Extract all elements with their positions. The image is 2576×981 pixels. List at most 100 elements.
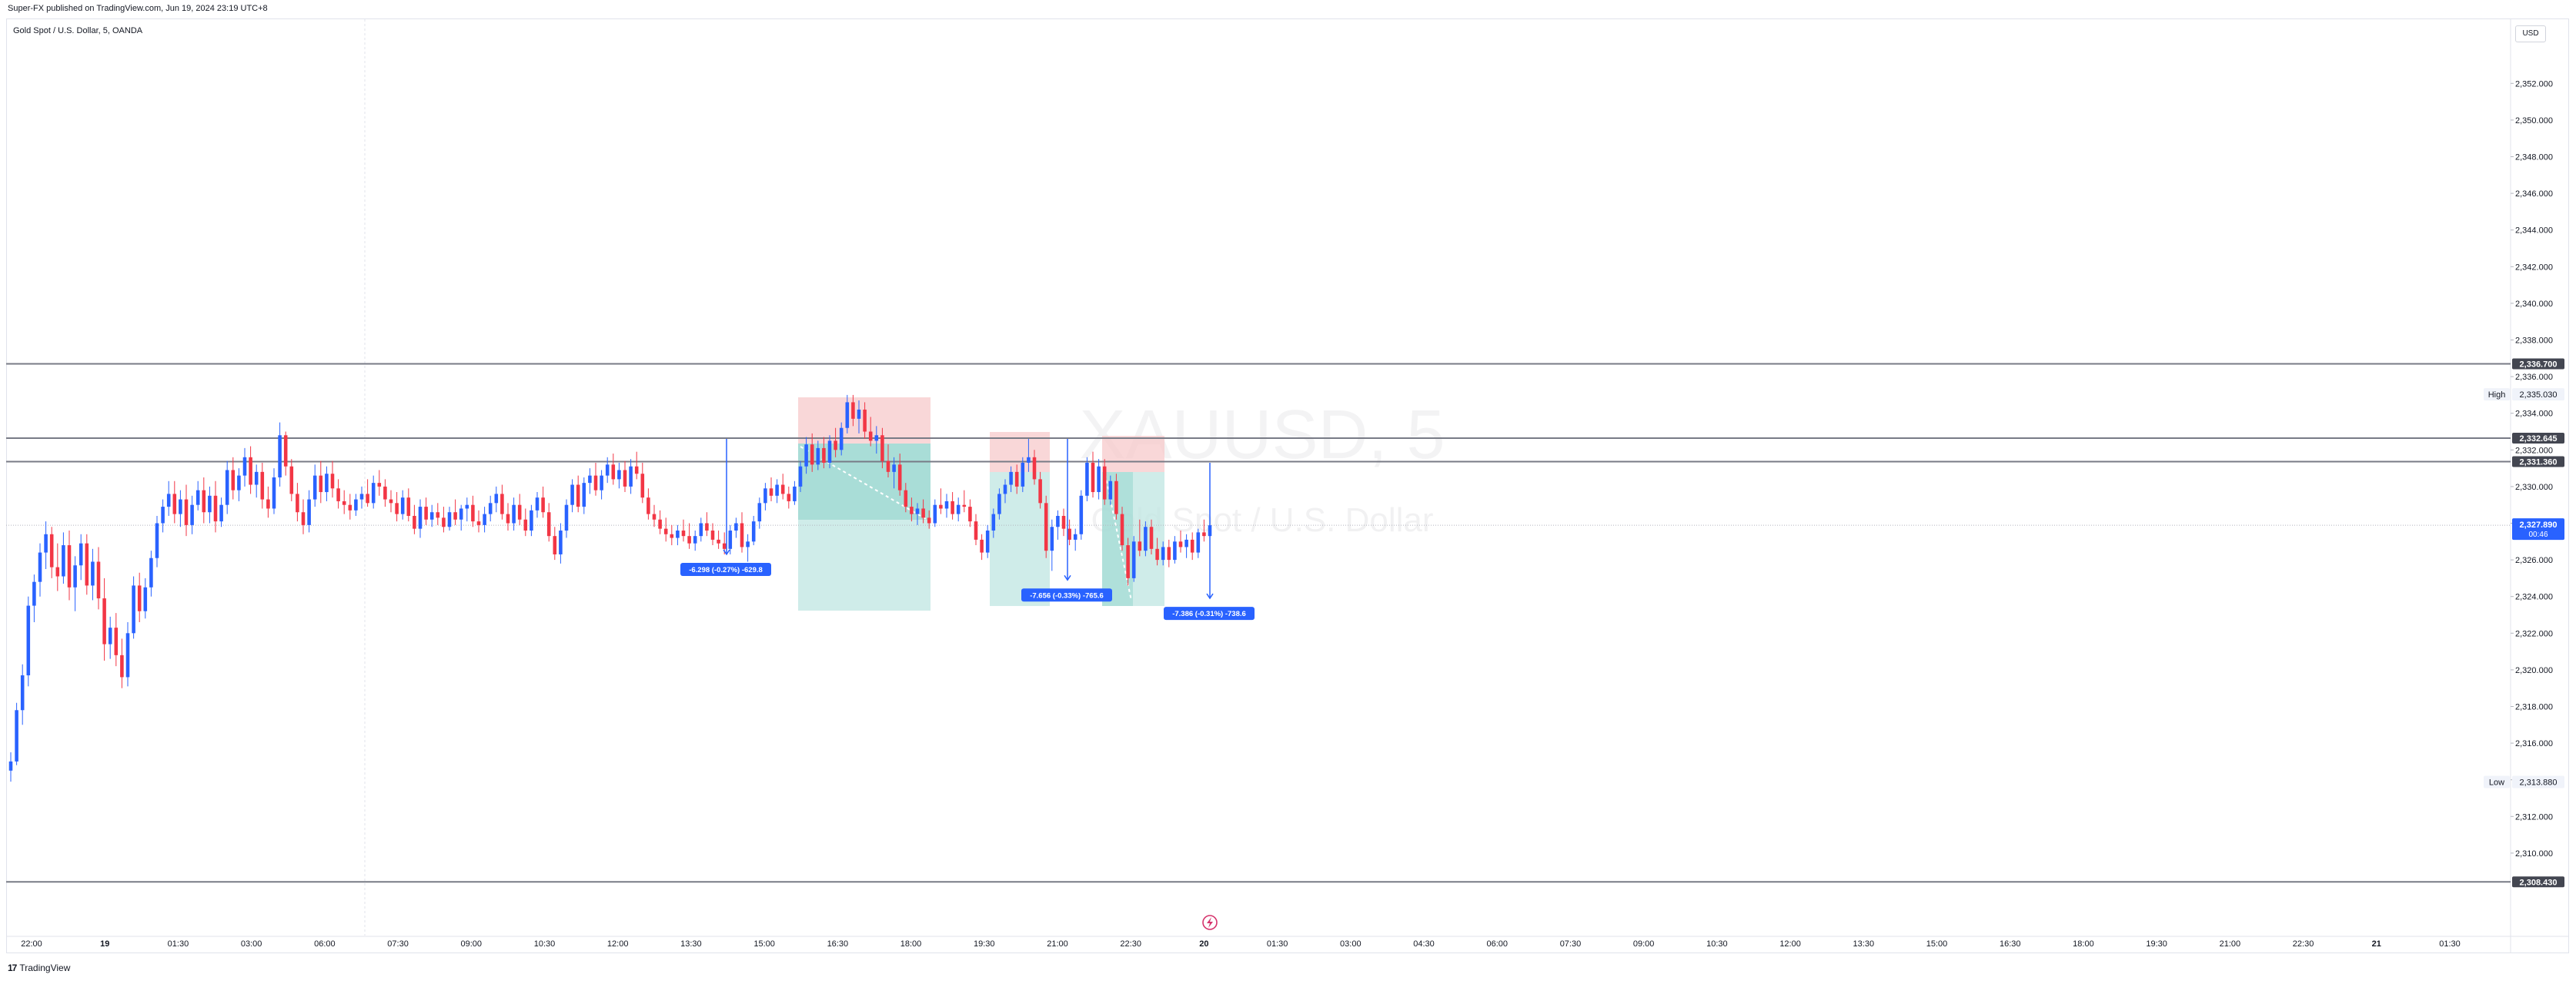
candle xyxy=(710,531,715,540)
y-tick-label: 2,344.000 xyxy=(2515,226,2553,236)
candle xyxy=(55,567,60,577)
horizontal-line-price-label: 2,331.360 xyxy=(2520,458,2558,467)
horizontal-line-price-tag xyxy=(2512,358,2564,370)
brand-name: TradingView xyxy=(19,963,71,973)
candle xyxy=(874,435,879,441)
candle xyxy=(769,488,773,496)
candle xyxy=(377,483,382,487)
candle xyxy=(951,501,954,514)
x-tick-label: 21 xyxy=(2372,939,2381,949)
candle xyxy=(172,494,177,514)
candle xyxy=(44,534,48,553)
candle xyxy=(179,499,182,514)
candle xyxy=(693,536,697,544)
measure-label-box[interactable] xyxy=(1164,607,1255,621)
high-value: 2,335.030 xyxy=(2520,390,2558,400)
candle xyxy=(1173,541,1177,561)
candle xyxy=(705,523,709,531)
candle xyxy=(424,507,428,520)
candle xyxy=(728,531,733,549)
short-position-3-stop[interactable] xyxy=(1102,436,1164,472)
candle xyxy=(687,536,691,544)
candle xyxy=(465,504,469,509)
publish-info: Super-FX published on TradingView.com, J… xyxy=(8,4,268,13)
y-tick-label: 2,322.000 xyxy=(2515,629,2553,638)
candle xyxy=(436,512,440,518)
candle xyxy=(588,475,592,484)
x-tick-label: 18:00 xyxy=(900,939,922,949)
candle xyxy=(190,504,194,525)
candle xyxy=(62,545,65,577)
x-tick-label: 07:30 xyxy=(387,939,409,949)
candle xyxy=(20,675,25,711)
candle xyxy=(1014,471,1019,487)
candle xyxy=(506,514,510,524)
candle xyxy=(471,504,475,522)
candle xyxy=(1178,541,1183,547)
candle xyxy=(395,503,399,514)
candle xyxy=(1149,527,1154,549)
x-tick-label: 03:00 xyxy=(241,939,262,949)
candle xyxy=(202,490,206,513)
candle xyxy=(763,488,767,504)
candle xyxy=(991,514,996,531)
candle xyxy=(79,543,83,566)
currency-button[interactable]: USD xyxy=(2515,25,2546,42)
candle xyxy=(1091,462,1095,493)
candle xyxy=(354,499,358,511)
candle xyxy=(476,521,481,525)
candle xyxy=(488,503,493,514)
candle xyxy=(546,512,551,537)
candle xyxy=(85,543,89,586)
x-tick-label: 12:00 xyxy=(1779,939,1801,949)
candle xyxy=(676,531,680,538)
candle xyxy=(91,561,95,586)
candle xyxy=(389,499,393,504)
candle xyxy=(523,519,528,531)
y-tick-label: 2,318.000 xyxy=(2515,703,2553,712)
horizontal-line-price-tag xyxy=(2512,876,2564,888)
candle xyxy=(32,581,36,606)
candle xyxy=(400,497,405,514)
candle xyxy=(301,512,306,525)
x-tick-label: 21:00 xyxy=(2220,939,2241,949)
candle xyxy=(447,512,452,527)
x-tick-label: 21:00 xyxy=(1047,939,1068,949)
candle xyxy=(798,466,803,487)
measure-label-box[interactable] xyxy=(680,562,771,576)
candle xyxy=(67,545,72,588)
candle xyxy=(383,486,387,500)
candle xyxy=(336,488,340,501)
symbol-title[interactable]: Gold Spot / U.S. Dollar, 5, OANDA xyxy=(13,26,143,35)
candle xyxy=(816,447,820,465)
candle xyxy=(494,494,499,504)
candle xyxy=(933,504,937,524)
candle xyxy=(751,521,756,542)
candle xyxy=(500,494,504,514)
candle xyxy=(1097,466,1101,493)
y-tick-label: 2,338.000 xyxy=(2515,336,2553,346)
candle xyxy=(652,514,657,520)
candle xyxy=(857,409,861,419)
horizontal-line-price-tag xyxy=(2512,456,2564,467)
candle xyxy=(225,470,229,505)
candle xyxy=(1003,484,1007,494)
candle xyxy=(834,440,837,450)
candle xyxy=(968,507,972,522)
candle xyxy=(845,402,850,428)
footer-brand[interactable]: 17 TradingView xyxy=(8,963,70,973)
candle xyxy=(143,587,148,611)
candle xyxy=(348,504,352,511)
candle xyxy=(319,475,323,493)
candle xyxy=(512,504,516,524)
candle xyxy=(325,474,329,493)
x-tick-label: 20 xyxy=(1199,939,1208,949)
candle xyxy=(242,457,247,476)
x-tick-label: 04:30 xyxy=(1413,939,1435,949)
candle xyxy=(611,464,616,480)
lightning-icon[interactable] xyxy=(1202,915,1218,930)
measure-label-box[interactable] xyxy=(1021,588,1112,602)
candle xyxy=(582,483,586,507)
candle xyxy=(980,539,984,553)
